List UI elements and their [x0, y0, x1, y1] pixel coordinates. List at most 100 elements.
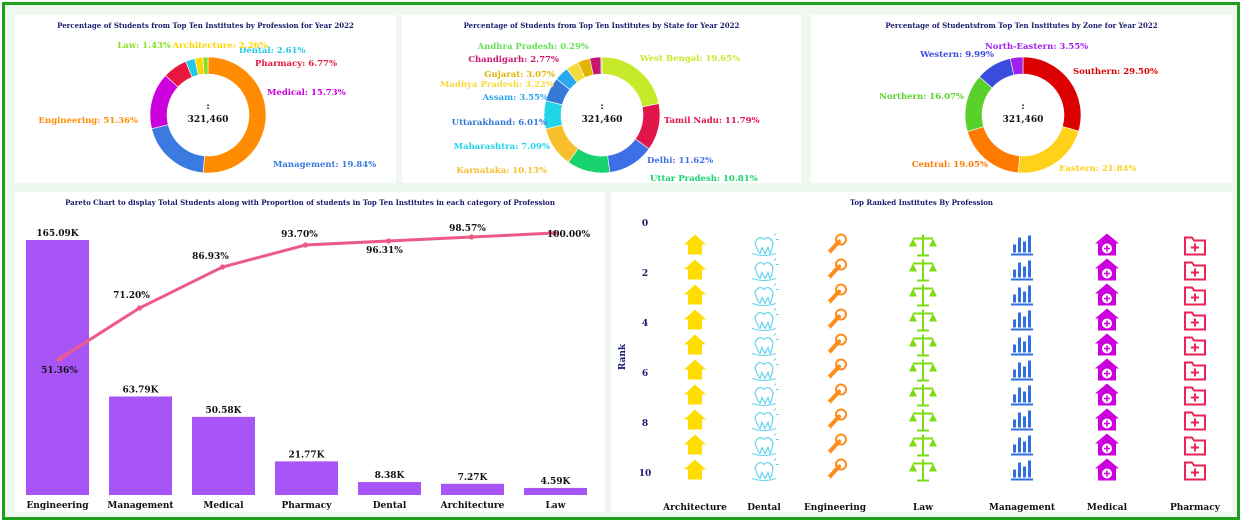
- building-icon-management-rank-6[interactable]: [1011, 360, 1033, 381]
- pareto-bar-engineering[interactable]: [26, 240, 89, 495]
- pareto-bar-law[interactable]: [524, 487, 587, 495]
- pareto-cumulative-point-5[interactable]: [385, 238, 392, 244]
- hospital-icon-medical-rank-6[interactable]: [1095, 358, 1119, 381]
- wrench-icon-engineering-rank-9[interactable]: [825, 433, 847, 456]
- tooth-icon-dental-rank-4[interactable]: [751, 308, 779, 331]
- profession-slice-law[interactable]: [202, 56, 209, 75]
- house-icon-architecture-rank-4[interactable]: [684, 309, 706, 330]
- building-icon-management-rank-7[interactable]: [1011, 385, 1033, 406]
- house-icon-architecture-rank-10[interactable]: [684, 459, 706, 480]
- house-icon-architecture-rank-6[interactable]: [684, 359, 706, 380]
- pareto-bar-medical[interactable]: [192, 416, 255, 495]
- zone-donut-title: Percentage of Studentsfrom Top Ten Insti…: [885, 21, 1158, 30]
- ranked-y-ticks: 0 2 4 6 8 10: [639, 219, 652, 479]
- medical-folder-icon-pharmacy-rank-9[interactable]: [1184, 436, 1206, 456]
- medical-folder-icon-pharmacy-rank-5[interactable]: [1184, 336, 1206, 356]
- zone-slice-north-eastern[interactable]: [1009, 56, 1024, 76]
- building-icon-management-rank-8[interactable]: [1011, 410, 1033, 431]
- hospital-icon-medical-rank-3[interactable]: [1095, 283, 1119, 306]
- building-icon-management-rank-9[interactable]: [1011, 435, 1033, 456]
- profession-slice-engineering[interactable]: [202, 56, 267, 174]
- zone-slice-northern[interactable]: [964, 76, 993, 132]
- building-icon-management-rank-1[interactable]: [1011, 235, 1033, 256]
- ranked-x-label-management: Management: [989, 503, 1056, 512]
- hospital-icon-medical-rank-8[interactable]: [1095, 408, 1119, 431]
- medical-folder-icon-pharmacy-rank-6[interactable]: [1184, 361, 1206, 381]
- state-slice-west-bengal[interactable]: [601, 56, 660, 108]
- wrench-icon-engineering-rank-6[interactable]: [825, 358, 847, 381]
- scales-icon-law-rank-8[interactable]: [909, 409, 937, 432]
- pareto-cumulative-point-6[interactable]: [468, 234, 475, 240]
- pareto-line: [56, 230, 558, 362]
- tooth-icon-dental-rank-10[interactable]: [751, 458, 779, 481]
- state-slice-andhra-pradesh[interactable]: [600, 56, 603, 75]
- wrench-icon-engineering-rank-8[interactable]: [825, 408, 847, 431]
- house-icon-architecture-rank-2[interactable]: [684, 259, 706, 280]
- zone-donut-slices: [964, 56, 1082, 174]
- medical-folder-icon-pharmacy-rank-10[interactable]: [1184, 461, 1206, 481]
- wrench-icon-engineering-rank-2[interactable]: [825, 258, 847, 281]
- wrench-icon-engineering-rank-7[interactable]: [825, 383, 847, 406]
- pareto-bar-dental[interactable]: [358, 482, 421, 495]
- building-icon-management-rank-3[interactable]: [1011, 285, 1033, 306]
- tooth-icon-dental-rank-3[interactable]: [751, 283, 779, 306]
- scales-icon-law-rank-2[interactable]: [909, 259, 937, 282]
- hospital-icon-medical-rank-10[interactable]: [1095, 458, 1119, 481]
- wrench-icon-engineering-rank-1[interactable]: [825, 233, 847, 256]
- medical-folder-icon-pharmacy-rank-3[interactable]: [1184, 286, 1206, 306]
- pareto-bar-architecture[interactable]: [441, 483, 504, 495]
- medical-folder-icon-pharmacy-rank-1[interactable]: [1184, 236, 1206, 256]
- scales-icon-law-rank-10[interactable]: [909, 459, 937, 482]
- building-icon-management-rank-2[interactable]: [1011, 260, 1033, 281]
- profession-slice-management[interactable]: [151, 124, 205, 174]
- tooth-icon-dental-rank-7[interactable]: [751, 383, 779, 406]
- wrench-icon-engineering-rank-4[interactable]: [825, 308, 847, 331]
- house-icon-architecture-rank-3[interactable]: [684, 284, 706, 305]
- hospital-icon-medical-rank-5[interactable]: [1095, 333, 1119, 356]
- hospital-icon-medical-rank-9[interactable]: [1095, 433, 1119, 456]
- scales-icon-law-rank-6[interactable]: [909, 359, 937, 382]
- scales-icon-law-rank-5[interactable]: [909, 334, 937, 357]
- house-icon-architecture-rank-1[interactable]: [684, 234, 706, 255]
- state-label-delhi: Delhi: 11.62%: [647, 156, 713, 166]
- hospital-icon-medical-rank-2[interactable]: [1095, 258, 1119, 281]
- scales-icon-law-rank-1[interactable]: [909, 234, 937, 257]
- medical-folder-icon-pharmacy-rank-7[interactable]: [1184, 386, 1206, 406]
- house-icon-architecture-rank-7[interactable]: [684, 384, 706, 405]
- pareto-cumulative-point-1[interactable]: [56, 356, 63, 362]
- wrench-icon-engineering-rank-10[interactable]: [825, 458, 847, 481]
- scales-icon-law-rank-9[interactable]: [909, 434, 937, 457]
- pareto-cumulative-point-2[interactable]: [136, 305, 143, 311]
- medical-folder-icon-pharmacy-rank-4[interactable]: [1184, 311, 1206, 331]
- pareto-bar-pharmacy[interactable]: [275, 461, 338, 495]
- building-icon-management-rank-10[interactable]: [1011, 460, 1033, 481]
- ranked-x-label-medical: Medical: [1087, 503, 1128, 512]
- tooth-icon-dental-rank-8[interactable]: [751, 408, 779, 431]
- medical-folder-icon-pharmacy-rank-8[interactable]: [1184, 411, 1206, 431]
- medical-folder-icon-pharmacy-rank-2[interactable]: [1184, 261, 1206, 281]
- tooth-icon-dental-rank-9[interactable]: [751, 433, 779, 456]
- house-icon-architecture-rank-8[interactable]: [684, 409, 706, 430]
- building-icon-management-rank-4[interactable]: [1011, 310, 1033, 331]
- wrench-icon-engineering-rank-5[interactable]: [825, 333, 847, 356]
- hospital-icon-medical-rank-1[interactable]: [1095, 233, 1119, 256]
- scales-icon-law-rank-7[interactable]: [909, 384, 937, 407]
- house-icon-architecture-rank-9[interactable]: [684, 434, 706, 455]
- building-icon-management-rank-5[interactable]: [1011, 335, 1033, 356]
- scales-icon-law-rank-4[interactable]: [909, 309, 937, 332]
- tooth-icon-dental-rank-2[interactable]: [751, 258, 779, 281]
- ranked-y-tick-6: 6: [642, 369, 648, 379]
- tooth-icon-dental-rank-5[interactable]: [751, 333, 779, 356]
- tooth-icon-dental-rank-1[interactable]: [751, 233, 779, 256]
- house-icon-architecture-rank-5[interactable]: [684, 334, 706, 355]
- scales-icon-law-rank-3[interactable]: [909, 284, 937, 307]
- profession-donut-panel: Percentage of Students from Top Ten Inst…: [15, 15, 396, 183]
- wrench-icon-engineering-rank-3[interactable]: [825, 283, 847, 306]
- hospital-icon-medical-rank-7[interactable]: [1095, 383, 1119, 406]
- pareto-bar-management[interactable]: [109, 396, 172, 495]
- pareto-cumulative-point-3[interactable]: [219, 264, 226, 270]
- pareto-cumulative-point-7[interactable]: [551, 230, 558, 236]
- hospital-icon-medical-rank-4[interactable]: [1095, 308, 1119, 331]
- pareto-cumulative-point-4[interactable]: [302, 242, 309, 248]
- tooth-icon-dental-rank-6[interactable]: [751, 358, 779, 381]
